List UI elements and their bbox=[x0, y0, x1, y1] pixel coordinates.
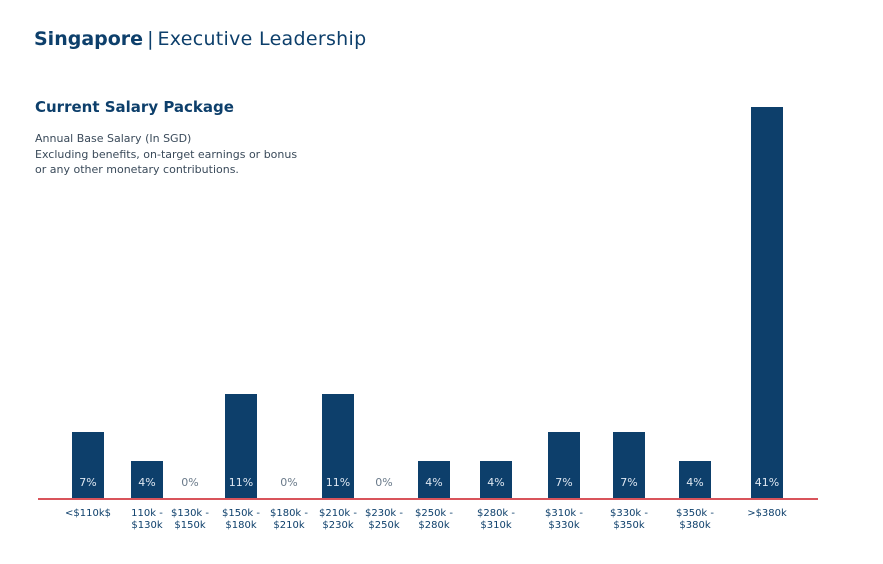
category-label: $250k - $280k bbox=[399, 508, 469, 532]
category-label-line: $280k - bbox=[476, 508, 516, 519]
category-label: $230k - $250k bbox=[349, 508, 419, 532]
category-label-line: $210k bbox=[273, 520, 305, 531]
category-label: $280k - $310k bbox=[461, 508, 531, 532]
data-label: 7% bbox=[555, 476, 573, 489]
category-label: $180k - $210k bbox=[254, 508, 324, 532]
bar bbox=[72, 432, 104, 499]
category-label-line: $230k - bbox=[364, 508, 404, 519]
category-label-line: $230k bbox=[322, 520, 354, 531]
data-label: 7% bbox=[79, 476, 97, 489]
bar bbox=[322, 393, 354, 499]
category-label-line: $380k bbox=[679, 520, 711, 531]
category-label-line: $180k bbox=[225, 520, 257, 531]
category-label: $150k - $180k bbox=[206, 508, 276, 532]
category-label-line: $310k - bbox=[544, 508, 584, 519]
data-label: 41% bbox=[754, 476, 780, 489]
data-label: 7% bbox=[620, 476, 638, 489]
region-label: Singapore bbox=[34, 28, 144, 50]
data-label: 4% bbox=[686, 476, 704, 489]
title-separator: | bbox=[147, 28, 154, 50]
category-label-line: $280k bbox=[418, 520, 450, 531]
data-label: 4% bbox=[487, 476, 505, 489]
bar bbox=[480, 460, 512, 499]
category-label-line: $130k - bbox=[170, 508, 210, 519]
category-label-line: $330k - bbox=[609, 508, 649, 519]
data-label: 0% bbox=[181, 476, 199, 489]
category-label: <$110k$ bbox=[53, 508, 123, 520]
bar bbox=[131, 460, 163, 499]
category-label-line: <$110k$ bbox=[65, 508, 111, 519]
bar bbox=[679, 460, 711, 499]
category-label-line: $250k bbox=[368, 520, 400, 531]
bar bbox=[613, 432, 645, 499]
data-label: 11% bbox=[325, 476, 351, 489]
category-label-line: $310k bbox=[480, 520, 512, 531]
data-label: 4% bbox=[425, 476, 443, 489]
chart-subtitle-3: or any other monetary contributions. bbox=[35, 163, 239, 176]
chart-subtitle-2: Excluding benefits, on-target earnings o… bbox=[35, 148, 298, 161]
data-label: 11% bbox=[228, 476, 254, 489]
category-label: >$380k bbox=[732, 508, 802, 520]
category-label: 110k - $130k bbox=[112, 508, 182, 532]
data-label: 0% bbox=[375, 476, 393, 489]
chart-baseline bbox=[38, 498, 818, 500]
chart-subtitle-1: Annual Base Salary (In SGD) bbox=[35, 132, 192, 145]
bar bbox=[548, 432, 580, 499]
category-label: $310k - $330k bbox=[529, 508, 599, 532]
category-label-line: $350k bbox=[613, 520, 645, 531]
category-label: $130k - $150k bbox=[155, 508, 225, 532]
category-label-line: $250k - bbox=[414, 508, 454, 519]
category-label-line: $350k - bbox=[675, 508, 715, 519]
chart-title: Current Salary Package bbox=[35, 98, 234, 116]
category-label-line: $210k - bbox=[318, 508, 358, 519]
data-label: 4% bbox=[138, 476, 156, 489]
data-label: 0% bbox=[280, 476, 298, 489]
bar bbox=[751, 107, 783, 499]
category-label-line: $330k bbox=[548, 520, 580, 531]
category-label: $330k - $350k bbox=[594, 508, 664, 532]
bar bbox=[225, 393, 257, 499]
bar bbox=[418, 460, 450, 499]
category-label-line: $150k bbox=[174, 520, 206, 531]
category-label-line: $180k - bbox=[269, 508, 309, 519]
category-label-line: 110k - bbox=[131, 508, 163, 519]
role-label: Executive Leadership bbox=[157, 28, 367, 50]
category-label-line: >$380k bbox=[747, 508, 787, 519]
category-label-line: $150k - bbox=[221, 508, 261, 519]
category-label-line: $130k bbox=[131, 520, 163, 531]
category-label: $210k - $230k bbox=[303, 508, 373, 532]
category-label: $350k - $380k bbox=[660, 508, 730, 532]
page-title: Singapore | Executive Leadership bbox=[34, 28, 366, 50]
